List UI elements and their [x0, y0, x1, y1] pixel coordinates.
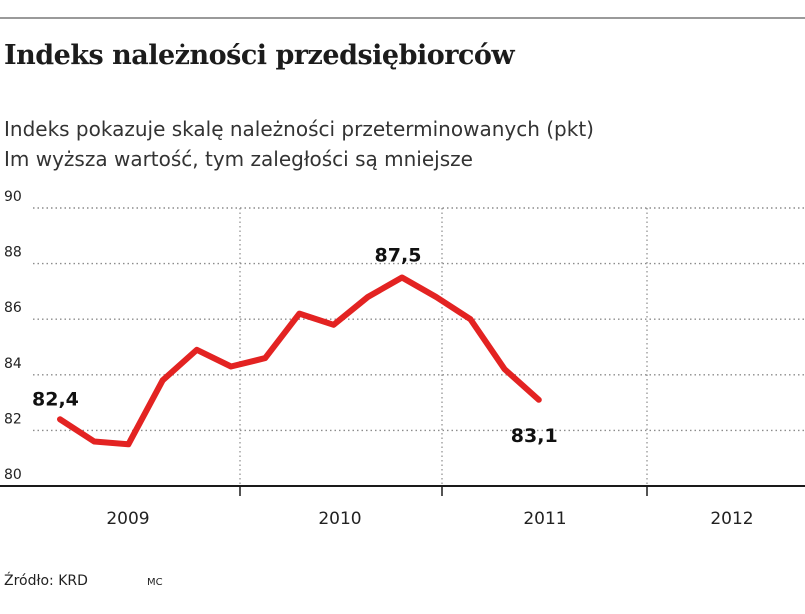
- y-tick-label: 84: [4, 356, 22, 372]
- data-point: [467, 316, 473, 322]
- chart-title: Indeks należności przedsiębiorców: [4, 40, 515, 71]
- y-tick-label: 80: [4, 467, 22, 483]
- data-point: [433, 294, 439, 300]
- y-tick-label: 88: [4, 245, 22, 261]
- data-point: [399, 275, 405, 280]
- source-note: Źródło: KRD: [4, 573, 88, 589]
- line-chart: 80 82 84 86 88 90 2009 2010 2011 2012 82,4 87,5 83,1: [0, 189, 805, 529]
- data-label: 83,1: [511, 425, 558, 447]
- data-point: [502, 366, 508, 372]
- x-tick-label: 2012: [710, 509, 753, 529]
- data-point: [536, 397, 542, 403]
- y-tick-label: 86: [4, 300, 22, 316]
- data-point: [125, 441, 131, 447]
- data-point: [262, 355, 268, 361]
- series-line: [57, 274, 542, 448]
- data-label: 87,5: [375, 245, 422, 267]
- data-point: [296, 311, 302, 317]
- chart-subtitle-line1: Indeks pokazuje skalę należności przeter…: [4, 117, 594, 141]
- data-point: [331, 322, 337, 328]
- y-tick-label: 90: [4, 189, 22, 205]
- author-initials: MC: [147, 577, 163, 588]
- x-tick-label: 2011: [523, 509, 566, 529]
- data-point: [365, 294, 371, 300]
- data-point: [91, 439, 97, 445]
- data-point: [57, 416, 63, 422]
- y-tick-label: 82: [4, 411, 22, 427]
- data-point: [160, 377, 166, 383]
- data-point: [194, 347, 200, 353]
- data-label: 82,4: [32, 388, 79, 410]
- x-tick-label: 2009: [106, 509, 149, 529]
- chart-subtitle-line2: Im wyższa wartość, tym zaległości są mni…: [4, 147, 473, 171]
- top-rule: [0, 17, 805, 19]
- x-tick-label: 2010: [318, 509, 361, 529]
- data-point: [228, 363, 234, 369]
